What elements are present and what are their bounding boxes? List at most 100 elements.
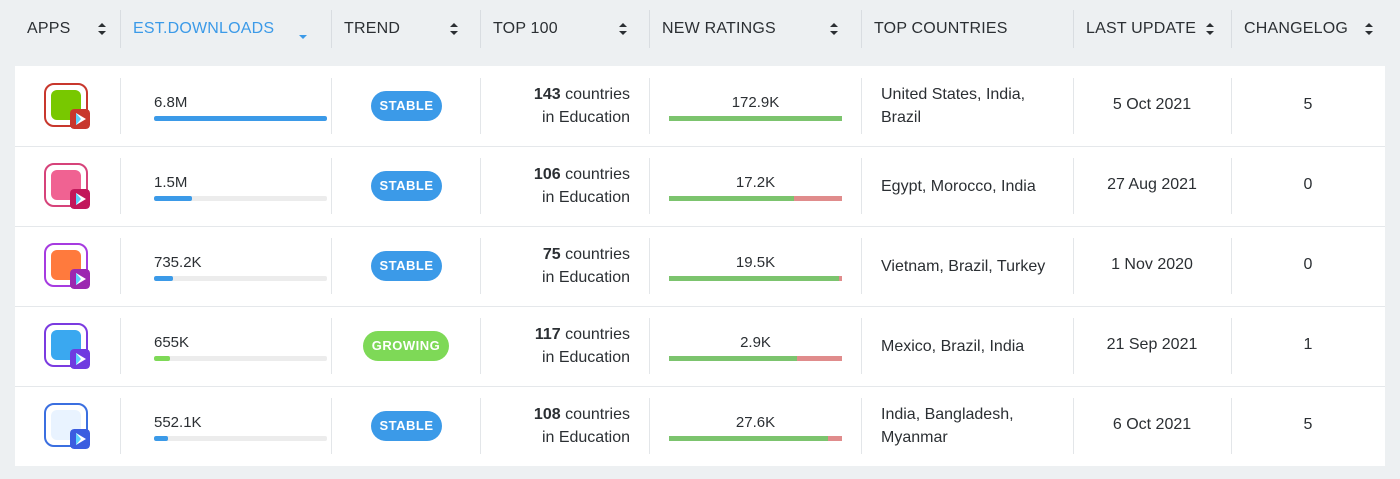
cartoon-app-icon[interactable] xyxy=(44,323,90,369)
column-header-label: EST.DOWNLOADS xyxy=(133,20,275,37)
language-app-icon[interactable] xyxy=(44,163,90,209)
ratings-negative-bar xyxy=(838,276,842,281)
cell-divider xyxy=(649,158,650,214)
column-divider xyxy=(1073,10,1074,48)
column-header-trend[interactable]: TREND xyxy=(344,0,469,58)
top100-cell: 143 countries in Education xyxy=(480,83,630,129)
cell-divider xyxy=(649,318,650,374)
sort-icon[interactable] xyxy=(1364,22,1374,36)
table-row[interactable]: 655K GROWING 117 countries in Education 2.9K… xyxy=(15,306,1385,387)
changelog-count[interactable]: 0 xyxy=(1303,176,1313,193)
column-header-label: CHANGELOG xyxy=(1244,20,1349,37)
globe-app-icon[interactable] xyxy=(44,243,90,289)
ratings-positive-bar xyxy=(669,276,839,281)
top-countries-cell: Egypt, Morocco, India xyxy=(881,175,1061,198)
changelog-count[interactable]: 0 xyxy=(1303,256,1313,273)
ratings-bar xyxy=(669,436,842,441)
cell-divider xyxy=(1073,78,1074,134)
column-header-top-countries: TOP COUNTRIES xyxy=(874,0,1064,58)
cell-divider xyxy=(1231,158,1232,214)
top100-category: in Education xyxy=(541,189,630,206)
column-header-top100[interactable]: TOP 100 xyxy=(493,0,638,58)
table-row[interactable]: 1.5M STABLE 106 countries in Education 17.2K… xyxy=(15,146,1385,227)
trend-badge: STABLE xyxy=(371,411,442,441)
sort-icon[interactable] xyxy=(97,22,107,36)
column-header-changelog[interactable]: CHANGELOG xyxy=(1244,0,1384,58)
cell-divider xyxy=(331,158,332,214)
downloads-bar xyxy=(154,196,327,201)
table-row[interactable]: 552.1K STABLE 108 countries in Education 27.… xyxy=(15,386,1385,466)
table-row[interactable]: 735.2K STABLE 75 countries in Education 19.5… xyxy=(15,226,1385,307)
last-update-date: 1 Nov 2020 xyxy=(1111,256,1193,273)
downloads-bar xyxy=(154,436,327,441)
column-header-apps[interactable]: APPS xyxy=(27,0,117,58)
top-countries-cell: India, Bangladesh, Myanmar xyxy=(881,403,1061,449)
countries-line: Vietnam, Brazil, Turkey xyxy=(881,258,1046,275)
table-header: APPS EST.DOWNLOADS TREND TOP 100 NEW RAT… xyxy=(0,0,1400,58)
sort-desc-icon[interactable] xyxy=(298,26,308,40)
cell-divider xyxy=(480,78,481,134)
column-header-label: APPS xyxy=(27,20,71,37)
downloads-bar-fill xyxy=(154,116,327,121)
top100-cell: 117 countries in Education xyxy=(480,323,630,369)
ratings-value: 27.6K xyxy=(735,414,776,431)
downloads-value: 735.2K xyxy=(154,254,202,271)
last-update-date: 5 Oct 2021 xyxy=(1112,96,1192,113)
downloads-bar xyxy=(154,276,327,281)
top100-label: countries xyxy=(560,406,630,423)
cell-divider xyxy=(1231,398,1232,454)
trend-badge: STABLE xyxy=(371,171,442,201)
sort-icon[interactable] xyxy=(449,22,459,36)
top-countries-cell: Mexico, Brazil, India xyxy=(881,335,1061,358)
cell-divider xyxy=(1073,398,1074,454)
cell-divider xyxy=(480,158,481,214)
top100-count: 108 xyxy=(533,406,561,423)
ratings-bar xyxy=(669,116,842,121)
top100-count: 143 xyxy=(533,86,561,103)
column-header-label: TOP COUNTRIES xyxy=(874,20,1008,37)
column-header-label: NEW RATINGS xyxy=(662,20,776,37)
downloads-bar-fill xyxy=(154,356,170,361)
downloads-value: 1.5M xyxy=(154,174,188,191)
column-divider xyxy=(331,10,332,48)
cell-divider xyxy=(120,398,121,454)
last-update-date: 6 Oct 2021 xyxy=(1112,416,1192,433)
cell-divider xyxy=(649,398,650,454)
downloads-bar xyxy=(154,116,327,121)
column-header-est-downloads[interactable]: EST.DOWNLOADS xyxy=(133,0,318,58)
top100-label: countries xyxy=(560,166,630,183)
downloads-value: 655K xyxy=(154,334,190,351)
column-header-last-update[interactable]: LAST UPDATE xyxy=(1086,0,1231,58)
ratings-positive-bar xyxy=(669,436,829,441)
downloads-value: 6.8M xyxy=(154,94,188,111)
sort-icon[interactable] xyxy=(829,22,839,36)
top100-count: 106 xyxy=(533,166,561,183)
cell-divider xyxy=(331,398,332,454)
sort-icon[interactable] xyxy=(1205,22,1215,36)
cell-divider xyxy=(120,238,121,294)
ratings-value: 172.9K xyxy=(731,94,780,111)
cell-divider xyxy=(649,78,650,134)
changelog-count[interactable]: 1 xyxy=(1303,336,1313,353)
cell-divider xyxy=(1073,158,1074,214)
top100-label: countries xyxy=(560,326,630,343)
top100-category: in Education xyxy=(541,429,630,446)
google-play-icon xyxy=(70,269,90,289)
last-update-date: 21 Sep 2021 xyxy=(1106,336,1198,353)
top100-label: countries xyxy=(560,86,630,103)
cell-divider xyxy=(331,238,332,294)
sort-icon[interactable] xyxy=(618,22,628,36)
downloads-bar xyxy=(154,356,327,361)
table-row[interactable]: 6.8M STABLE 143 countries in Education 172.9… xyxy=(15,66,1385,147)
top-countries-cell: United States, India, Brazil xyxy=(881,83,1061,129)
flower-app-icon[interactable] xyxy=(44,403,90,449)
cell-divider xyxy=(120,158,121,214)
top100-label: countries xyxy=(560,246,630,263)
changelog-count[interactable]: 5 xyxy=(1303,96,1313,113)
cell-divider xyxy=(1231,318,1232,374)
column-header-new-ratings[interactable]: NEW RATINGS xyxy=(662,0,849,58)
cell-divider xyxy=(480,398,481,454)
column-divider xyxy=(649,10,650,48)
changelog-count[interactable]: 5 xyxy=(1303,416,1313,433)
duolingo-app-icon[interactable] xyxy=(44,83,90,129)
